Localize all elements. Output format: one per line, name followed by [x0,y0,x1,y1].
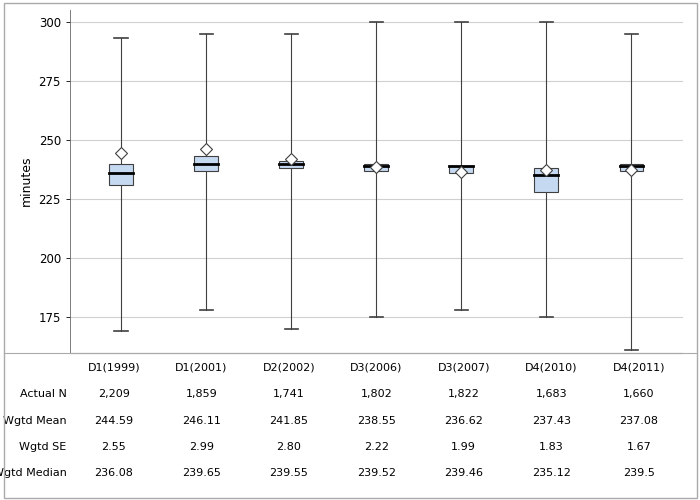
Text: 1,660: 1,660 [623,389,654,399]
Bar [620,164,643,170]
Text: Actual N: Actual N [20,389,66,399]
Text: D1(2001): D1(2001) [175,362,228,372]
Text: 1.67: 1.67 [626,442,651,452]
Text: 246.11: 246.11 [182,416,220,426]
Text: 238.55: 238.55 [357,416,395,426]
Bar [535,168,559,192]
Bar [194,156,218,170]
Y-axis label: minutes: minutes [20,156,33,206]
Text: D1(1999): D1(1999) [88,362,140,372]
Text: 239.5: 239.5 [623,468,654,478]
Text: 239.46: 239.46 [444,468,483,478]
Text: 1,683: 1,683 [536,389,567,399]
Text: 239.52: 239.52 [357,468,395,478]
Text: 1,822: 1,822 [448,389,480,399]
Text: D3(2006): D3(2006) [350,362,402,372]
Text: D3(2007): D3(2007) [438,362,490,372]
Text: 236.62: 236.62 [444,416,483,426]
Text: D2(2002): D2(2002) [262,362,315,372]
Text: 1.83: 1.83 [539,442,564,452]
Bar [364,164,388,170]
Bar [449,166,473,173]
Text: 237.43: 237.43 [532,416,570,426]
Bar [109,164,133,185]
Text: 1,859: 1,859 [186,389,217,399]
Text: Wgtd Mean: Wgtd Mean [3,416,66,426]
Text: 1,741: 1,741 [273,389,304,399]
Text: 2.99: 2.99 [189,442,213,452]
Text: 244.59: 244.59 [94,416,133,426]
Text: 1,802: 1,802 [360,389,392,399]
Text: 2.22: 2.22 [364,442,388,452]
Text: 2.80: 2.80 [276,442,301,452]
Text: 235.12: 235.12 [532,468,570,478]
Text: D4(2010): D4(2010) [525,362,578,372]
Text: Wgtd SE: Wgtd SE [20,442,66,452]
Text: 239.55: 239.55 [270,468,308,478]
Text: 1.99: 1.99 [452,442,476,452]
Text: 2.55: 2.55 [102,442,126,452]
Text: 241.85: 241.85 [270,416,308,426]
Text: 239.65: 239.65 [182,468,220,478]
Text: 236.08: 236.08 [94,468,133,478]
Text: D4(2011): D4(2011) [612,362,665,372]
Bar [279,161,303,168]
Text: Wgtd Median: Wgtd Median [0,468,66,478]
Text: 2,209: 2,209 [98,389,130,399]
Text: 237.08: 237.08 [620,416,658,426]
